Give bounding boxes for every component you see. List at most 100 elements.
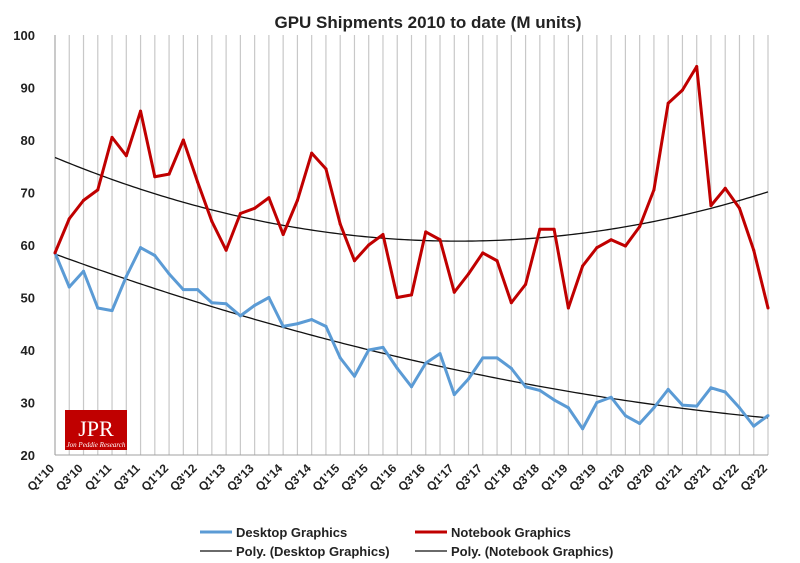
x-tick-label: Q1'13 (196, 461, 229, 494)
data-point-desktop-graphics (381, 345, 385, 349)
data-point-desktop-graphics (424, 361, 428, 365)
legend-label-desktop-trend: Poly. (Desktop Graphics) (236, 544, 390, 559)
jpr-logo-tagline: Jon Peddie Research (67, 441, 126, 449)
x-tick-label: Q3'19 (566, 461, 599, 494)
y-tick-label: 90 (21, 81, 35, 96)
data-point-notebook-graphics (53, 251, 57, 255)
trendlines (54, 156, 769, 419)
x-tick-label: Q3'10 (53, 461, 86, 494)
axes (54, 35, 768, 456)
data-point-notebook-graphics (709, 204, 713, 208)
data-point-desktop-graphics (438, 352, 442, 356)
x-tick-label: Q1'21 (652, 461, 685, 494)
data-point-desktop-graphics (153, 254, 157, 257)
data-point-desktop-graphics (581, 427, 585, 431)
data-point-notebook-graphics (395, 296, 399, 299)
data-point-desktop-graphics (352, 374, 356, 378)
data-point-notebook-graphics (481, 251, 485, 255)
data-point-notebook-graphics (652, 188, 656, 192)
data-point-desktop-graphics (638, 422, 642, 425)
x-tick-label: Q1'14 (253, 461, 286, 494)
data-point-desktop-graphics (609, 395, 613, 399)
y-tick-label: 20 (21, 448, 35, 463)
data-point-notebook-graphics (695, 65, 699, 68)
data-point-notebook-graphics (552, 227, 556, 231)
data-point-desktop-graphics (467, 377, 471, 381)
data-point-desktop-graphics (695, 404, 699, 408)
legend: Desktop Graphics Notebook Graphics Poly.… (200, 525, 613, 559)
data-point-notebook-graphics (196, 180, 200, 184)
data-point-notebook-graphics (295, 198, 299, 202)
data-point-desktop-graphics (652, 406, 656, 410)
data-point-notebook-graphics (666, 101, 670, 105)
data-point-notebook-graphics (495, 259, 499, 263)
data-point-notebook-graphics (352, 259, 356, 263)
data-point-desktop-graphics (310, 318, 314, 322)
data-point-notebook-graphics (723, 186, 727, 190)
data-point-desktop-graphics (595, 401, 599, 404)
y-tick-labels: 20 30 40 50 60 70 80 90 100 (13, 28, 35, 463)
data-point-desktop-graphics (210, 301, 214, 305)
x-tick-label: Q1'18 (481, 461, 514, 494)
data-point-notebook-graphics (338, 222, 342, 226)
data-point-notebook-graphics (167, 172, 171, 176)
data-point-desktop-graphics (238, 314, 242, 318)
data-point-desktop-graphics (509, 366, 513, 370)
y-tick-label: 30 (21, 396, 35, 411)
data-point-notebook-graphics (310, 151, 314, 155)
x-tick-label: Q3'11 (110, 461, 142, 493)
data-point-desktop-graphics (281, 324, 285, 328)
data-point-desktop-graphics (367, 348, 371, 352)
data-point-notebook-graphics (96, 188, 100, 192)
data-point-desktop-graphics (124, 275, 128, 278)
y-tick-label: 70 (21, 186, 35, 201)
data-point-notebook-graphics (737, 206, 741, 210)
data-point-notebook-graphics (581, 264, 585, 268)
legend-label-notebook: Notebook Graphics (451, 525, 571, 540)
data-point-desktop-graphics (338, 356, 342, 360)
vertical-grid (54, 35, 769, 455)
trendline-notebook-graphics (54, 156, 769, 242)
data-point-notebook-graphics (595, 246, 599, 250)
data-point-desktop-graphics (395, 366, 399, 370)
x-tick-label: Q1'11 (82, 461, 114, 493)
data-point-notebook-graphics (509, 301, 513, 305)
data-point-notebook-graphics (324, 167, 328, 171)
data-point-notebook-graphics (181, 138, 185, 142)
x-tick-label: Q3'17 (452, 461, 485, 494)
data-point-notebook-graphics (153, 175, 157, 179)
data-point-desktop-graphics (96, 306, 100, 310)
data-point-desktop-graphics (666, 387, 670, 391)
data-point-notebook-graphics (224, 248, 228, 252)
data-point-desktop-graphics (552, 398, 556, 402)
data-point-desktop-graphics (709, 386, 713, 390)
data-point-desktop-graphics (752, 424, 756, 428)
data-point-desktop-graphics (110, 309, 114, 313)
x-tick-label: Q3'18 (509, 461, 542, 494)
data-point-notebook-graphics (566, 306, 570, 310)
data-point-desktop-graphics (196, 288, 200, 292)
x-tick-label: Q1'19 (538, 461, 571, 494)
data-point-desktop-graphics (295, 322, 299, 326)
data-point-notebook-graphics (253, 206, 257, 210)
data-point-desktop-graphics (410, 385, 413, 389)
data-point-notebook-graphics (467, 272, 471, 276)
x-tick-label: Q1'17 (424, 461, 457, 494)
x-tick-label: Q3'13 (224, 461, 257, 494)
data-point-notebook-graphics (424, 230, 428, 234)
data-point-desktop-graphics (82, 269, 86, 273)
x-tick-label: Q1'15 (310, 461, 343, 494)
data-point-desktop-graphics (224, 302, 228, 306)
data-point-notebook-graphics (752, 248, 756, 252)
data-point-notebook-graphics (538, 227, 542, 231)
jpr-logo: JPR Jon Peddie Research (65, 410, 127, 450)
data-point-notebook-graphics (452, 290, 456, 294)
data-point-notebook-graphics (139, 109, 143, 113)
data-point-notebook-graphics (766, 306, 770, 310)
data-point-desktop-graphics (495, 356, 499, 360)
data-point-notebook-graphics (82, 198, 86, 202)
x-tick-label: Q3'21 (680, 461, 713, 494)
y-tick-label: 100 (13, 28, 35, 43)
